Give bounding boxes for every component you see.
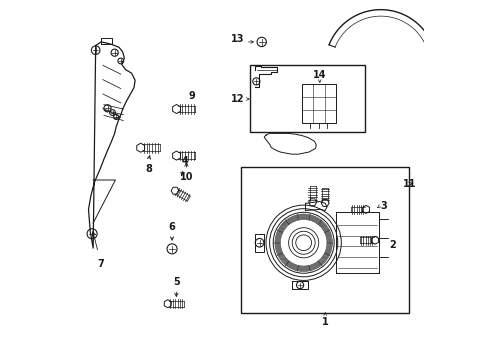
Bar xyxy=(249,65,364,132)
Text: 14: 14 xyxy=(312,69,326,80)
Text: 12: 12 xyxy=(230,94,244,104)
Text: 8: 8 xyxy=(144,164,151,174)
Text: 7: 7 xyxy=(97,259,103,269)
Bar xyxy=(301,84,335,123)
Text: 4: 4 xyxy=(182,156,188,166)
Text: 10: 10 xyxy=(179,172,193,182)
Text: 11: 11 xyxy=(402,179,416,189)
Text: 2: 2 xyxy=(389,240,396,250)
Text: 13: 13 xyxy=(230,34,244,44)
Text: 1: 1 xyxy=(321,317,328,327)
Text: 9: 9 xyxy=(188,91,194,101)
Text: 5: 5 xyxy=(173,277,180,287)
Text: 6: 6 xyxy=(168,222,175,232)
Bar xyxy=(241,167,408,313)
Text: 3: 3 xyxy=(380,201,386,211)
